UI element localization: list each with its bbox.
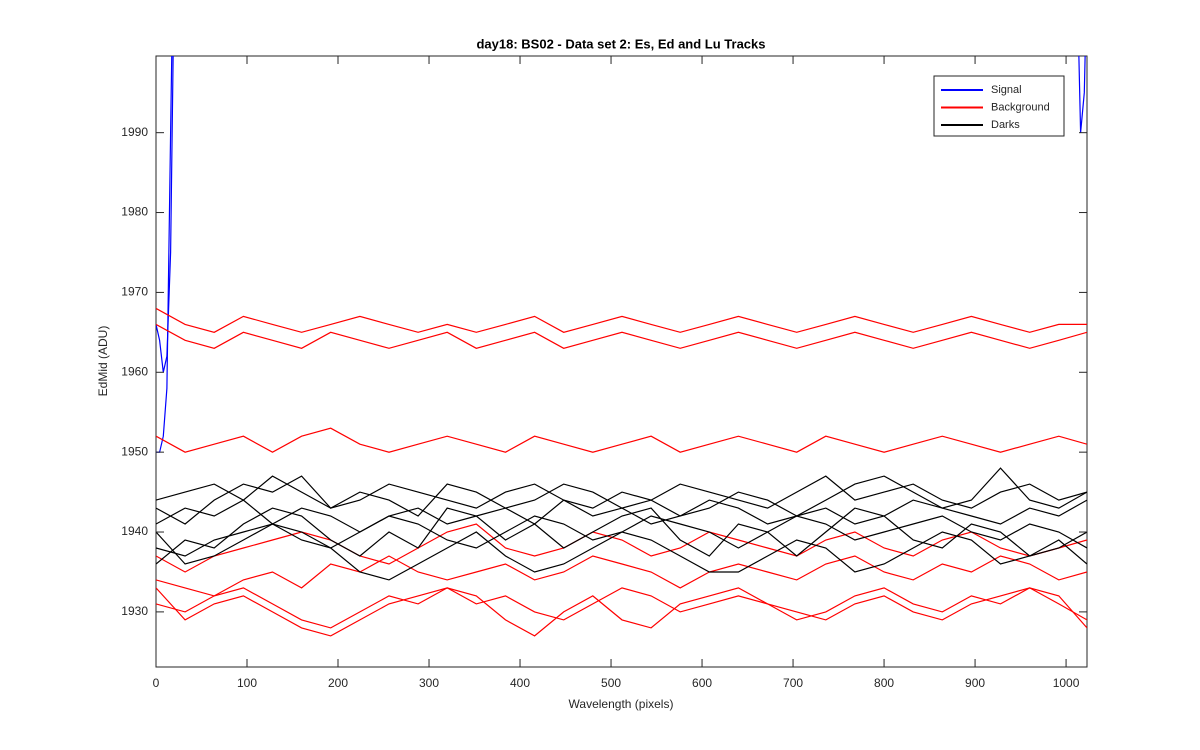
x-tick-label: 200 [328, 676, 348, 690]
plot-box [155, 55, 1088, 668]
y-tick-label: 1960 [121, 364, 148, 378]
y-tick-label: 1970 [121, 285, 148, 299]
plot-lines [156, 56, 1087, 637]
chart-title: day18: BS02 - Data set 2: Es, Ed and Lu … [476, 36, 765, 51]
x-axis-label: Wavelength (pixels) [569, 697, 674, 711]
x-tick-label: 800 [874, 676, 894, 690]
data-line [156, 507, 1087, 565]
x-tick-label: 700 [783, 676, 803, 690]
x-tick-label: 100 [237, 676, 257, 690]
data-line [156, 523, 1087, 581]
x-tick-label: 600 [692, 676, 712, 690]
y-tick-label: 1940 [121, 524, 148, 538]
data-line [1078, 56, 1086, 133]
data-line [156, 587, 1087, 637]
legend-label: Darks [991, 119, 1020, 131]
data-line [156, 323, 1087, 349]
x-tick-label: 1000 [1053, 676, 1080, 690]
data-line [156, 475, 1087, 509]
y-tick-label: 1950 [121, 444, 148, 458]
y-axis-label: EdMid (ADU) [96, 326, 110, 397]
x-tick-label: 500 [601, 676, 621, 690]
data-line [156, 555, 1087, 597]
data-line [156, 427, 1087, 453]
y-tick-label: 1930 [121, 604, 148, 618]
y-tick-label: 1980 [121, 205, 148, 219]
y-tick-label: 1990 [121, 125, 148, 139]
x-tick-label: 0 [153, 676, 160, 690]
legend-label: Background [991, 101, 1050, 113]
data-line [156, 467, 1087, 525]
data-line [156, 587, 1087, 637]
data-line [156, 307, 1087, 333]
x-tick-label: 400 [510, 676, 530, 690]
data-line [156, 56, 174, 373]
legend-label: Signal [991, 84, 1022, 96]
x-tick-label: 300 [419, 676, 439, 690]
x-tick-label: 900 [965, 676, 985, 690]
